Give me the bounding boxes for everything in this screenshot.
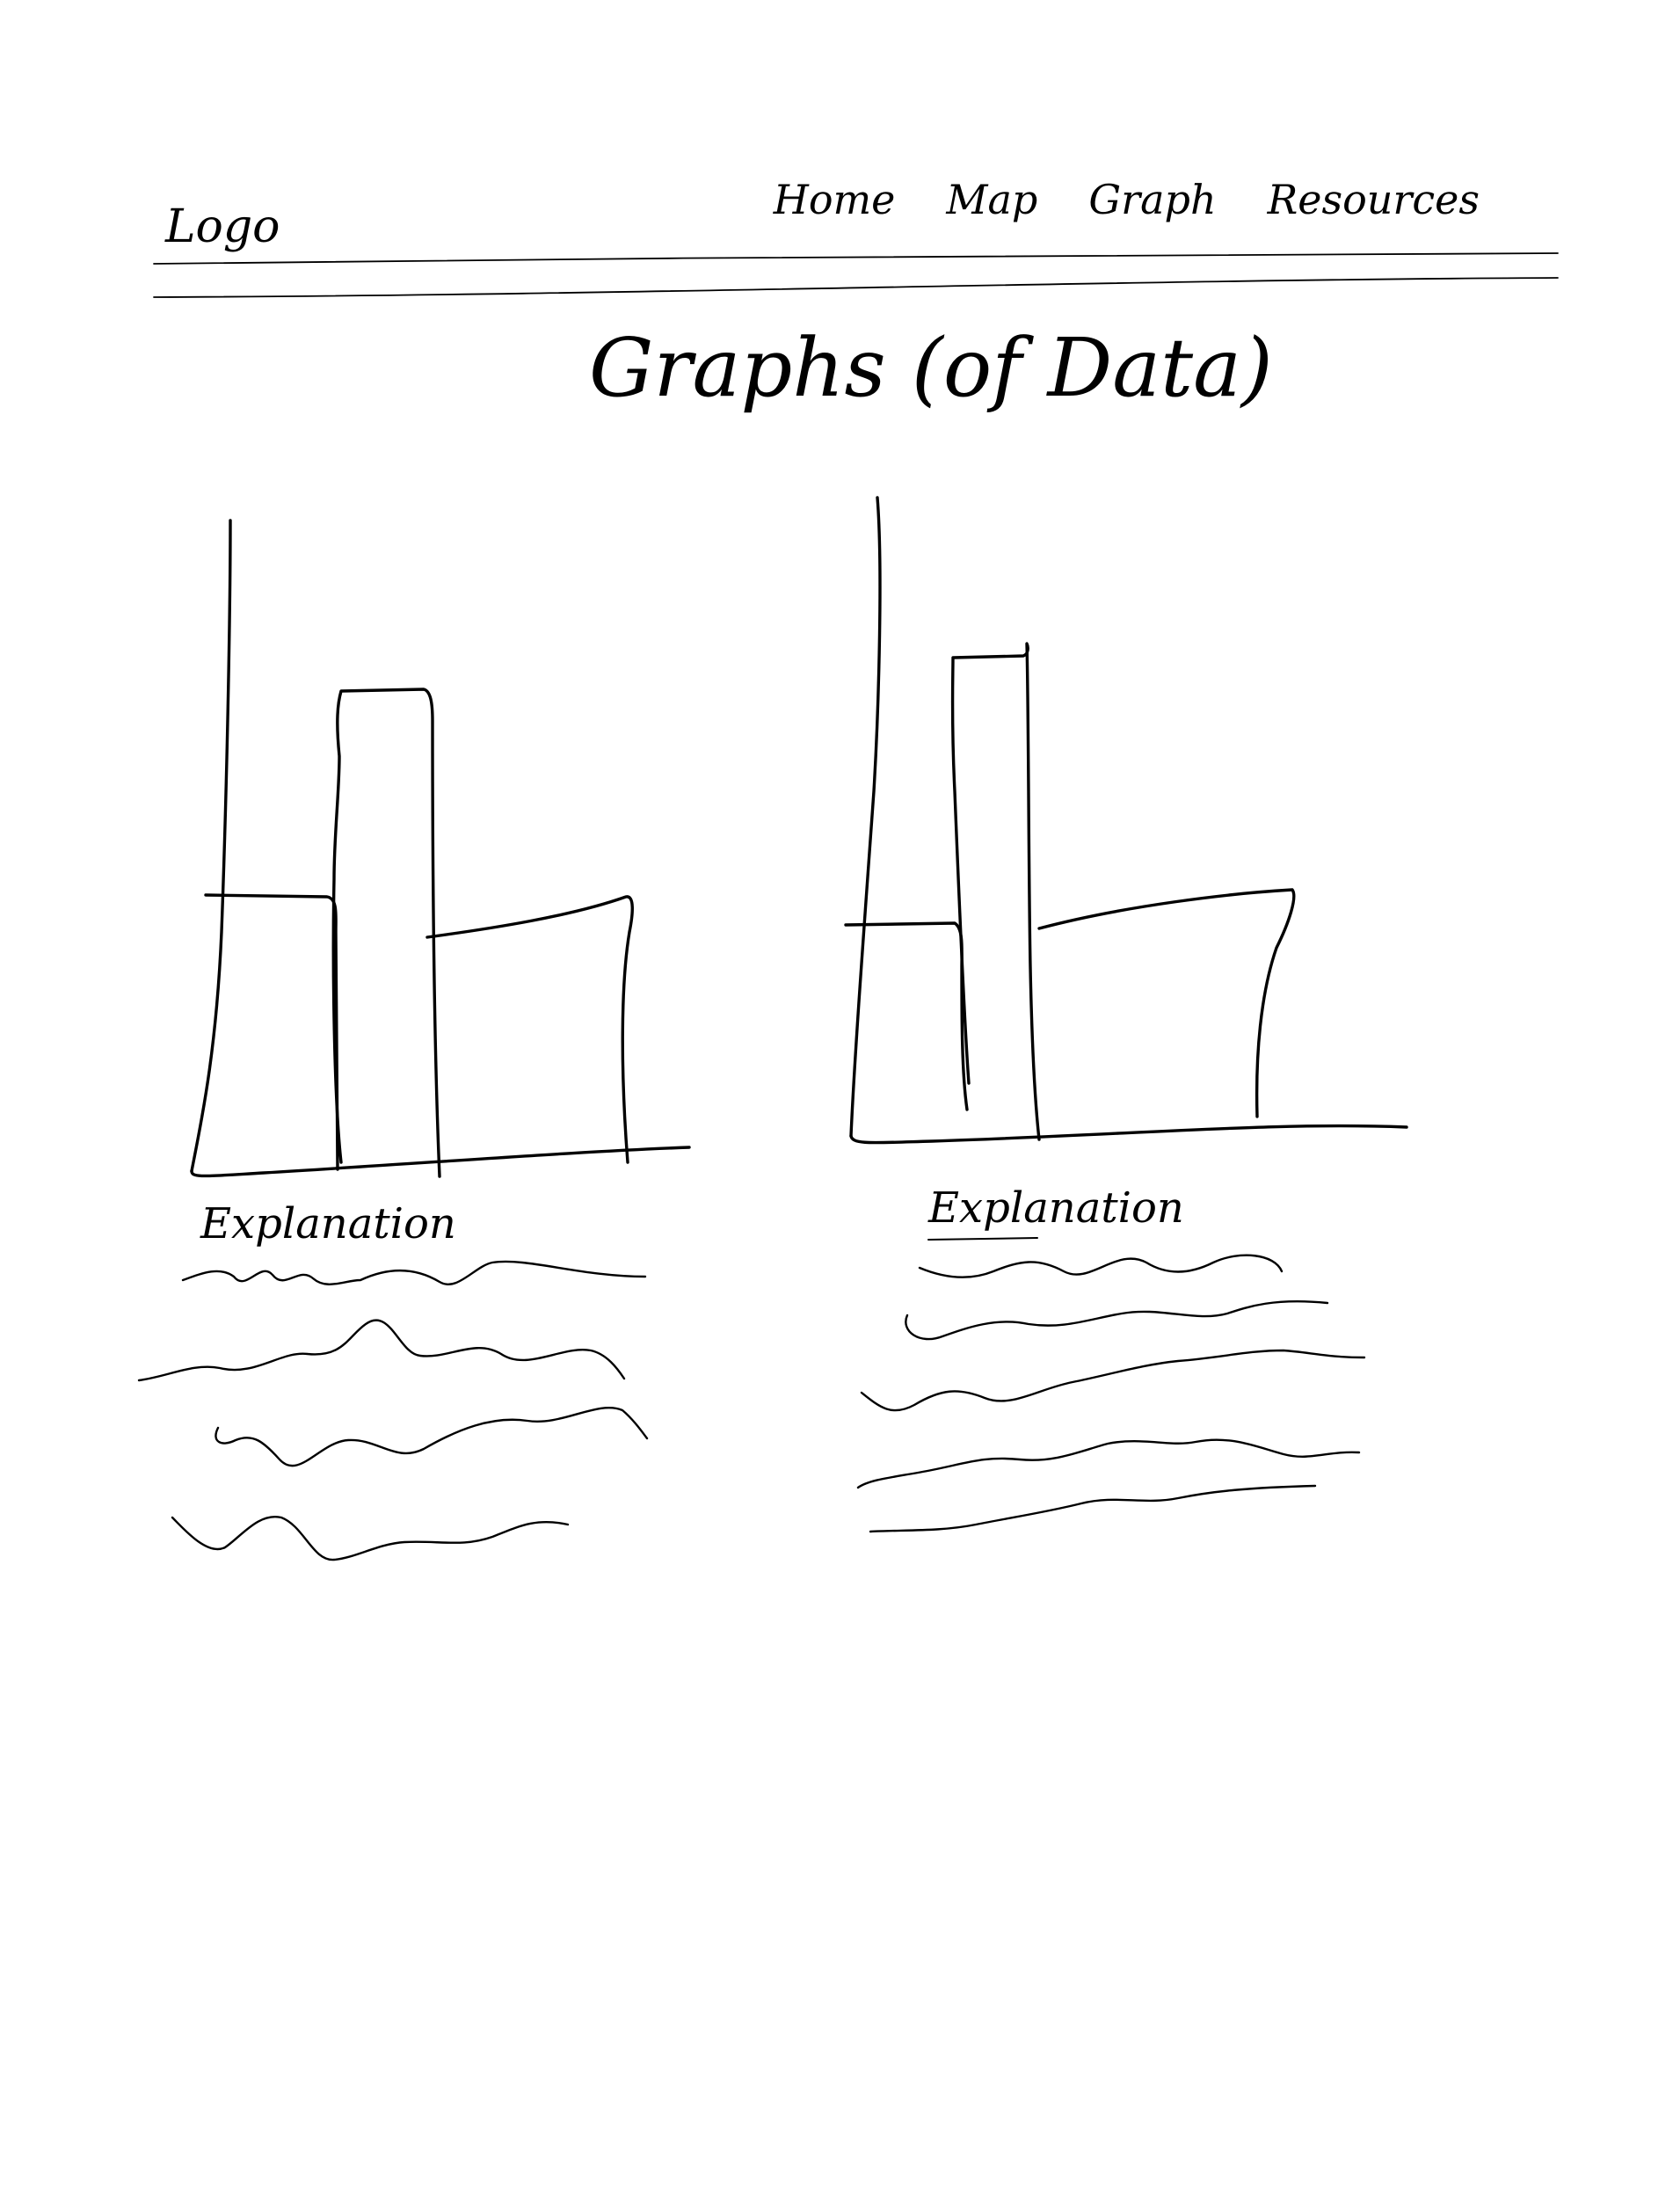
placeholder-text-line [215, 1406, 649, 1467]
placeholder-text-line [181, 1260, 647, 1285]
nav-home[interactable]: Home [773, 176, 896, 223]
explanation-left-label: Explanation [200, 1199, 456, 1248]
explanation-right-text [856, 1254, 1366, 1533]
placeholder-text-line [860, 1349, 1366, 1412]
header-divider-bottom [153, 277, 1559, 298]
placeholder-text-line [137, 1319, 626, 1382]
nav-resources[interactable]: Resources [1267, 176, 1480, 223]
graph-left-bar-2 [331, 688, 441, 1178]
placeholder-text-line [918, 1254, 1284, 1278]
placeholder-text-line [869, 1484, 1317, 1533]
graph-left-bar-3 [425, 895, 634, 1164]
placeholder-text-line [905, 1300, 1329, 1341]
graph-right [844, 496, 1408, 1145]
graph-right-bar-3 [1037, 888, 1296, 1118]
page-title: Graphs (of Data) [589, 321, 1273, 415]
graph-right-y-axis [849, 496, 882, 1138]
graph-left [190, 519, 691, 1178]
top-nav: Home Map Graph Resources [774, 176, 1480, 223]
explanation-right-underline [927, 1237, 1038, 1241]
placeholder-text-line [856, 1438, 1361, 1489]
placeholder-text-line [171, 1515, 570, 1561]
explanation-left-text [137, 1260, 649, 1561]
graph-left-x-axis [190, 1146, 691, 1178]
graph-left-bar-1 [204, 893, 339, 1171]
logo[interactable]: Logo [165, 200, 280, 253]
explanation-right-label: Explanation [928, 1183, 1184, 1233]
graph-right-bar-2 [950, 642, 1041, 1141]
nav-map[interactable]: Map [946, 176, 1038, 223]
nav-graph[interactable]: Graph [1088, 176, 1217, 223]
header-divider-top [153, 252, 1559, 265]
graph-left-y-axis [190, 519, 232, 1173]
graph-right-x-axis [849, 1124, 1408, 1145]
